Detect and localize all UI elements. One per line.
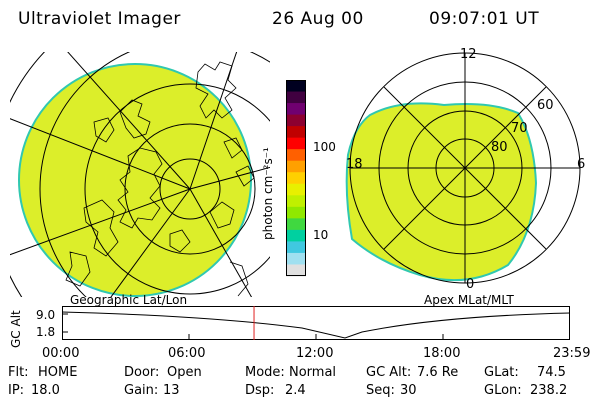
timeline-x-tick-0600: 06:00: [168, 346, 206, 361]
lat-circle: [39, 52, 270, 297]
colorbar-tick-100: 100: [313, 140, 336, 154]
colorbar-swatch: [286, 206, 306, 219]
mlat-mlt-polar-panel: [345, 52, 581, 284]
altitude-curve: [61, 311, 571, 339]
timeline-x-tick-1200: 12:00: [296, 346, 334, 361]
observation-time: 09:07:01 UT: [429, 9, 540, 29]
intensity-colorbar: [286, 80, 306, 277]
timeline-y-axis-label: GC Alt: [9, 310, 23, 348]
status-ip-value: 18.0: [31, 383, 60, 398]
lon-line: [189, 188, 253, 297]
instrument-title: Ultraviolet Imager: [18, 9, 181, 29]
lon-line: [110, 188, 191, 297]
colorbar-swatch: [286, 149, 306, 162]
colorbar-swatch: [286, 91, 306, 104]
lon-line: [67, 52, 191, 190]
status-seq-label: Seq:: [366, 383, 395, 398]
mlt-line-diag: [383, 86, 547, 250]
status-gain-value: 13: [163, 383, 180, 398]
status-ip-label: IP:: [8, 383, 25, 398]
status-dsp-label: Dsp:: [245, 383, 275, 398]
lon-line: [189, 166, 270, 190]
mlat-label-60: 60: [537, 98, 554, 113]
status-door-value: Open: [167, 365, 202, 380]
status-glon-label: GLon:: [484, 383, 522, 398]
mlat-label-80: 80: [491, 140, 508, 155]
colorbar-swatch: [286, 103, 306, 116]
timeline-y-tick-top: 9.0: [36, 308, 56, 322]
colorbar-swatch: [286, 229, 306, 242]
status-gcalt-label: GC Alt:: [366, 365, 412, 380]
left-panel-caption: Geographic Lat/Lon: [70, 293, 188, 307]
timeline-x-tick-2359: 23:59: [553, 346, 591, 361]
status-dsp-value: 2.4: [285, 383, 306, 398]
status-glat-label: GLat:: [484, 365, 519, 380]
status-flt-label: Flt:: [8, 365, 29, 380]
colorbar-swatch: [286, 126, 306, 139]
colorbar-swatch: [286, 114, 306, 127]
uv-emission-disc: [18, 63, 252, 297]
colorbar-unit-label: photon cm⁻²s⁻¹: [261, 147, 275, 240]
colorbar-swatch: [286, 137, 306, 150]
mlt-label-18: 18: [346, 157, 363, 172]
colorbar-swatch: [286, 160, 306, 173]
timeline-x-tick-1800: 18:00: [423, 346, 461, 361]
timeline-x-tick-0000: 00:00: [42, 346, 80, 361]
geographic-image-panel: [10, 52, 270, 297]
status-glon-value: 238.2: [530, 383, 568, 398]
status-seq-value: 30: [400, 383, 417, 398]
status-door-label: Door:: [124, 365, 160, 380]
colorbar-tick-10: 10: [313, 228, 329, 242]
mlt-label-0: 0: [466, 277, 475, 292]
mlt-label-6: 6: [577, 157, 586, 172]
colorbar-swatch: [286, 172, 306, 185]
mlt-label-12: 12: [460, 47, 477, 62]
coastlines: [65, 61, 255, 297]
lat-circle: [124, 123, 256, 255]
status-flt-value: HOME: [38, 365, 78, 380]
colorbar-swatch: [286, 218, 306, 231]
colorbar-swatch: [286, 264, 306, 277]
timeline-y-tick-bottom: 1.8: [36, 325, 56, 339]
colorbar-swatch: [286, 241, 306, 254]
status-gcalt-value: 7.6 Re: [417, 365, 459, 380]
observation-date: 26 Aug 00: [272, 9, 364, 29]
status-glat-value: 74.5: [537, 365, 566, 380]
status-mode-label: Mode:: [245, 365, 285, 380]
colorbar-swatch: [286, 80, 306, 93]
lat-circle: [84, 83, 270, 295]
colorbar-swatch: [286, 183, 306, 196]
status-gain-label: Gain:: [124, 383, 159, 398]
colorbar-swatch: [286, 252, 306, 265]
colorbar-swatch: [286, 195, 306, 208]
mlat-label-70: 70: [511, 121, 528, 136]
altitude-timeline: [61, 306, 571, 340]
lat-circle: [159, 158, 221, 220]
right-panel-caption: Apex MLat/MLT: [424, 293, 514, 307]
status-mode-value: Normal: [289, 365, 337, 380]
